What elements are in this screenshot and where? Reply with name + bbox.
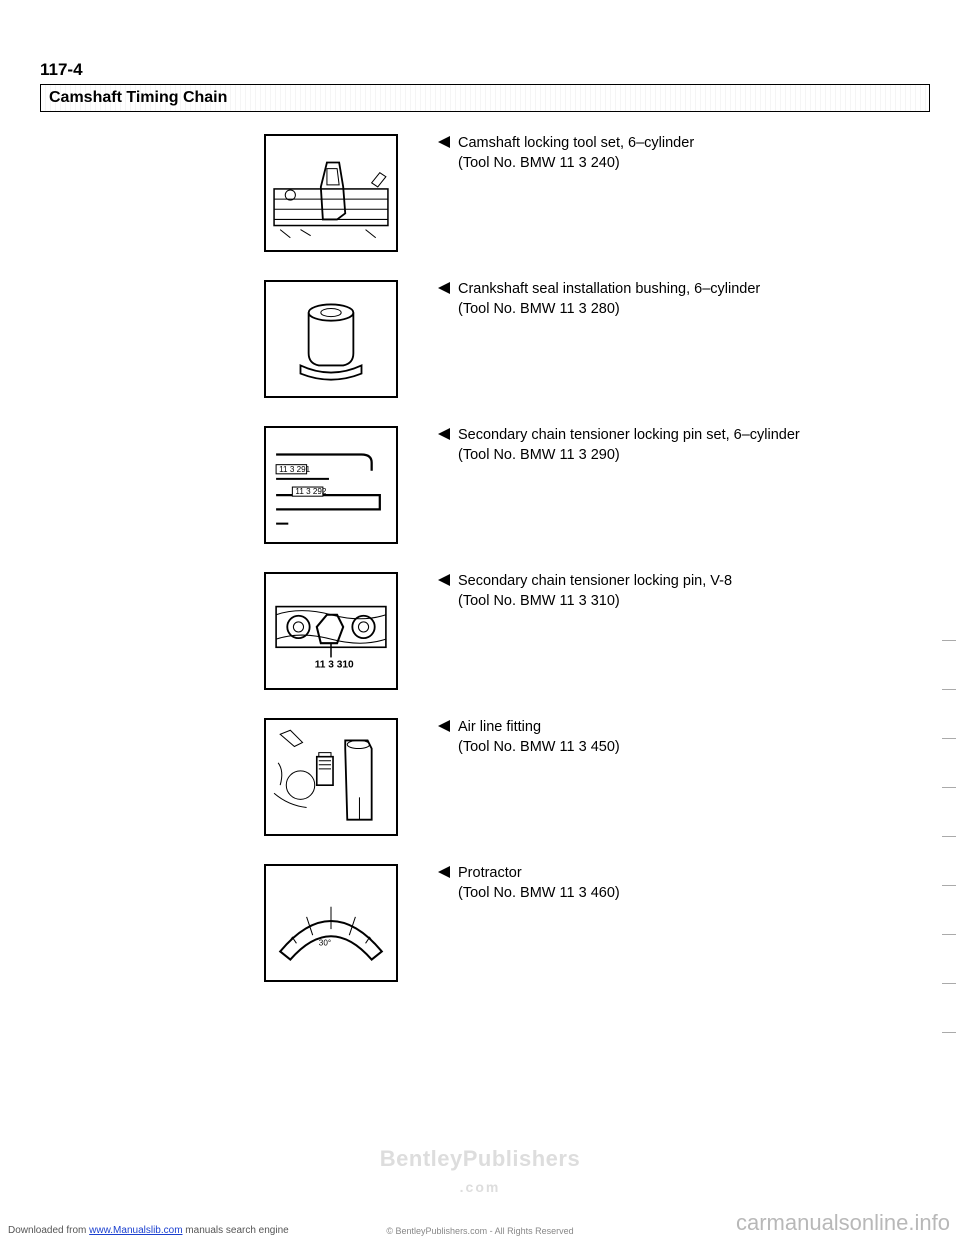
pointer-icon bbox=[436, 719, 452, 733]
tool-caption: Protractor (Tool No. BMW 11 3 460) bbox=[436, 864, 620, 903]
caption-text: Secondary chain tensioner locking pin, V… bbox=[458, 572, 732, 611]
caption-text: Camshaft locking tool set, 6–cylinder (T… bbox=[458, 134, 694, 173]
tool-figure bbox=[264, 280, 398, 398]
caption-text: Protractor (Tool No. BMW 11 3 460) bbox=[458, 864, 620, 903]
tool-caption: Secondary chain tensioner locking pin, V… bbox=[436, 572, 732, 611]
pointer-icon bbox=[436, 573, 452, 587]
svg-text:11 3 292: 11 3 292 bbox=[295, 487, 327, 496]
footer-copyright: © BentleyPublishers.com - All Rights Res… bbox=[386, 1226, 573, 1236]
tool-caption: Camshaft locking tool set, 6–cylinder (T… bbox=[436, 134, 694, 173]
tool-item: 11 3 310 Secondary chain tensioner locki… bbox=[40, 572, 930, 690]
tool-figure bbox=[264, 134, 398, 252]
tool-figure bbox=[264, 718, 398, 836]
tool-figure: 30° bbox=[264, 864, 398, 982]
footer-site: carmanualsonline.info bbox=[736, 1210, 950, 1236]
tool-caption: Crankshaft seal installation bushing, 6–… bbox=[436, 280, 760, 319]
tool-item: Air line fitting (Tool No. BMW 11 3 450) bbox=[40, 718, 930, 836]
caption-text: Crankshaft seal installation bushing, 6–… bbox=[458, 280, 760, 319]
svg-text:11 3 310: 11 3 310 bbox=[315, 660, 354, 671]
tool-item: 30° Protractor (Tool No. BMW 11 3 460) bbox=[40, 864, 930, 982]
page-number: 117-4 bbox=[40, 60, 930, 80]
tool-figure: 11 3 310 bbox=[264, 572, 398, 690]
tool-caption: Air line fitting (Tool No. BMW 11 3 450) bbox=[436, 718, 620, 757]
tool-item: Camshaft locking tool set, 6–cylinder (T… bbox=[40, 134, 930, 252]
source-link[interactable]: www.Manualslib.com bbox=[89, 1225, 182, 1236]
page-edge-marks bbox=[936, 640, 956, 1081]
pointer-icon bbox=[436, 281, 452, 295]
pointer-icon bbox=[436, 135, 452, 149]
svg-text:11 3 291: 11 3 291 bbox=[279, 465, 311, 474]
svg-text:30°: 30° bbox=[319, 938, 331, 947]
tool-item: 11 3 291 11 3 292 Secondary chain tensio… bbox=[40, 426, 930, 544]
pointer-icon bbox=[436, 865, 452, 879]
caption-text: Air line fitting (Tool No. BMW 11 3 450) bbox=[458, 718, 620, 757]
caption-text: Secondary chain tensioner locking pin se… bbox=[458, 426, 800, 465]
tool-figure: 11 3 291 11 3 292 bbox=[264, 426, 398, 544]
watermark: BentleyPublishers .com bbox=[0, 1146, 960, 1198]
tool-caption: Secondary chain tensioner locking pin se… bbox=[436, 426, 800, 465]
pointer-icon bbox=[436, 427, 452, 441]
section-header: Camshaft Timing Chain bbox=[40, 84, 930, 112]
footer-source: Downloaded from www.Manualslib.com manua… bbox=[8, 1225, 289, 1236]
tool-item: Crankshaft seal installation bushing, 6–… bbox=[40, 280, 930, 398]
tool-list: Camshaft locking tool set, 6–cylinder (T… bbox=[40, 134, 930, 982]
